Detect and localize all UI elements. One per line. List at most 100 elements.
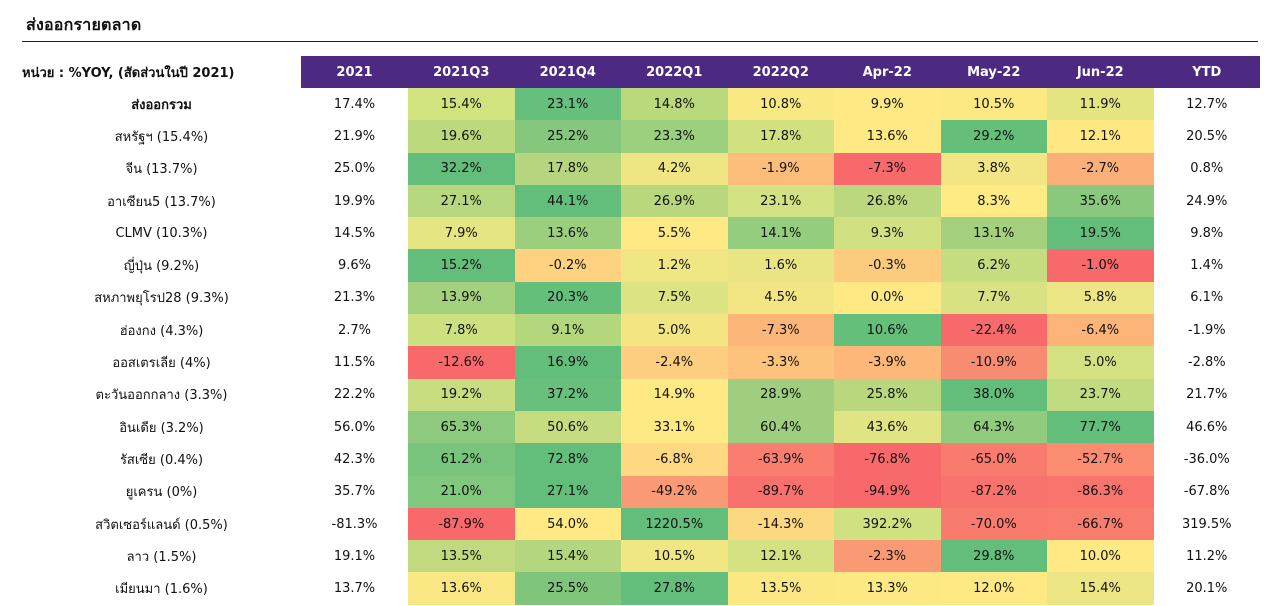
value-cell: 9.9%	[834, 88, 941, 121]
value-cell: 14.9%	[621, 378, 728, 411]
value-cell: 9.3%	[834, 217, 941, 250]
table-row: ฮ่องกง (4.3%) 2.7% 7.8% 9.1% 5.0% -7.3% 10.6% -…	[22, 314, 1260, 347]
value-cell: 29.2%	[940, 120, 1047, 153]
value-cell: 23.3%	[621, 120, 728, 153]
value-cell: -2.3%	[834, 540, 941, 573]
table-row: ลาว (1.5%) 19.1% 13.5% 15.4% 10.5% 12.1% -2.3%…	[22, 540, 1260, 573]
value-cell: 13.9%	[408, 281, 515, 315]
table-row: ยูเครน (0%) 35.7% 21.0% 27.1% -49.2% -89.7% -9…	[22, 475, 1260, 508]
value-cell: 6.2%	[940, 249, 1047, 282]
value-cell: 11.2%	[1153, 540, 1260, 573]
value-cell: 19.6%	[408, 120, 515, 153]
row-label: ส่งออกรวม	[131, 97, 192, 113]
value-cell: -76.8%	[834, 443, 941, 476]
row-label: ญี่ปุ่น (9.2%)	[123, 259, 200, 275]
value-cell: 54.0%	[514, 507, 621, 541]
value-cell: 7.8%	[408, 314, 515, 347]
row-label: CLMV (10.3%)	[115, 225, 208, 241]
value-cell: 37.2%	[514, 378, 621, 411]
value-cell: 392.2%	[834, 507, 941, 541]
value-cell: 15.2%	[408, 249, 515, 282]
value-cell: 13.1%	[940, 217, 1047, 250]
row-label: ลาว (1.5%)	[126, 549, 197, 565]
value-cell: 1.2%	[621, 249, 728, 282]
value-cell: 4.2%	[621, 152, 728, 185]
value-cell: -86.3%	[1047, 475, 1154, 508]
value-cell: 29.8%	[940, 540, 1047, 573]
value-cell: 10.5%	[940, 88, 1047, 121]
value-cell: 5.0%	[621, 314, 728, 347]
table-row: รัสเซีย (0.4%) 42.3% 61.2% 72.8% -6.8% -63.9%…	[22, 443, 1260, 476]
value-cell: 33.1%	[621, 410, 728, 444]
column-header: Jun-22	[1047, 56, 1154, 88]
value-cell: 42.3%	[301, 443, 408, 476]
unit-label: หน่วย : %YOY, (สัดส่วนในปี 2021)	[22, 56, 301, 88]
value-cell: -10.9%	[940, 346, 1047, 379]
value-cell: 19.1%	[301, 540, 408, 573]
value-cell: 24.9%	[1153, 184, 1260, 218]
column-header: 2021	[301, 56, 408, 88]
row-label: สวิตเซอร์แลนด์ (0.5%)	[95, 517, 228, 533]
value-cell: 27.1%	[408, 184, 515, 218]
value-cell: -65.0%	[940, 443, 1047, 476]
value-cell: 10.5%	[621, 540, 728, 573]
row-label: จีน (13.7%)	[125, 162, 198, 178]
value-cell: 26.8%	[834, 184, 941, 218]
value-cell: 1220.5%	[621, 507, 728, 541]
page-title: ส่งออกรายตลาด	[26, 15, 142, 34]
value-cell: 23.1%	[727, 184, 834, 218]
value-cell: 12.1%	[1047, 120, 1154, 153]
value-cell: 56.0%	[301, 410, 408, 444]
value-cell: 0.0%	[834, 281, 941, 315]
value-cell: -1.9%	[727, 152, 834, 185]
value-cell: 21.7%	[1153, 378, 1260, 411]
row-label: ฮ่องกง (4.3%)	[119, 323, 204, 339]
value-cell: 8.3%	[940, 184, 1047, 218]
value-cell: 64.3%	[940, 410, 1047, 444]
value-cell: 25.0%	[301, 152, 408, 185]
value-cell: 20.3%	[514, 281, 621, 315]
value-cell: 9.1%	[514, 314, 621, 347]
value-cell: -94.9%	[834, 475, 941, 508]
value-cell: 61.2%	[408, 443, 515, 476]
title-divider	[22, 41, 1258, 42]
value-cell: 14.1%	[727, 217, 834, 250]
value-cell: -70.0%	[940, 507, 1047, 541]
column-header: YTD	[1153, 56, 1260, 88]
value-cell: -89.7%	[727, 475, 834, 508]
value-cell: -2.4%	[621, 346, 728, 379]
table-row: อินเดีย (3.2%) 56.0% 65.3% 50.6% 33.1% 60.4% 4…	[22, 410, 1260, 444]
table-row: สหภาพยุโรป28 (9.3%) 21.3% 13.9% 20.3% 7.5% 4.…	[22, 281, 1260, 315]
table-row: จีน (13.7%) 25.0% 32.2% 17.8% 4.2% -1.9% -7.3%…	[22, 152, 1260, 185]
row-label: สหรัฐฯ (15.4%)	[114, 129, 209, 145]
value-cell: 11.9%	[1047, 88, 1154, 121]
value-cell: 13.5%	[727, 572, 834, 605]
value-cell: 10.8%	[727, 88, 834, 121]
row-label: ออสเตรเลีย (4%)	[112, 356, 211, 372]
value-cell: -2.7%	[1047, 152, 1154, 185]
value-cell: 12.1%	[727, 540, 834, 573]
value-cell: 7.5%	[621, 281, 728, 315]
table-row: ญี่ปุ่น (9.2%) 9.6% 15.2% -0.2% 1.2% 1.6% -0.3…	[22, 249, 1260, 282]
value-cell: 15.4%	[514, 540, 621, 573]
value-cell: 9.8%	[1153, 217, 1260, 250]
value-cell: 5.8%	[1047, 281, 1154, 315]
value-cell: -14.3%	[727, 507, 834, 541]
value-cell: 25.2%	[514, 120, 621, 153]
row-label: อาเซียน5 (13.7%)	[107, 194, 216, 210]
value-cell: -6.8%	[621, 443, 728, 476]
value-cell: 15.4%	[1047, 572, 1154, 605]
value-cell: 35.7%	[301, 475, 408, 508]
row-label: เมียนมา (1.6%)	[115, 582, 208, 598]
value-cell: 23.1%	[514, 88, 621, 121]
value-cell: 7.9%	[408, 217, 515, 250]
value-cell: -67.8%	[1153, 475, 1260, 508]
value-cell: 11.5%	[301, 346, 408, 379]
value-cell: 14.5%	[301, 217, 408, 250]
value-cell: 72.8%	[514, 443, 621, 476]
value-cell: 27.1%	[514, 475, 621, 508]
row-label: ยูเครน (0%)	[125, 485, 198, 501]
value-cell: 319.5%	[1153, 507, 1260, 541]
value-cell: -52.7%	[1047, 443, 1154, 476]
row-label: ตะวันออกกลาง (3.3%)	[95, 388, 228, 404]
